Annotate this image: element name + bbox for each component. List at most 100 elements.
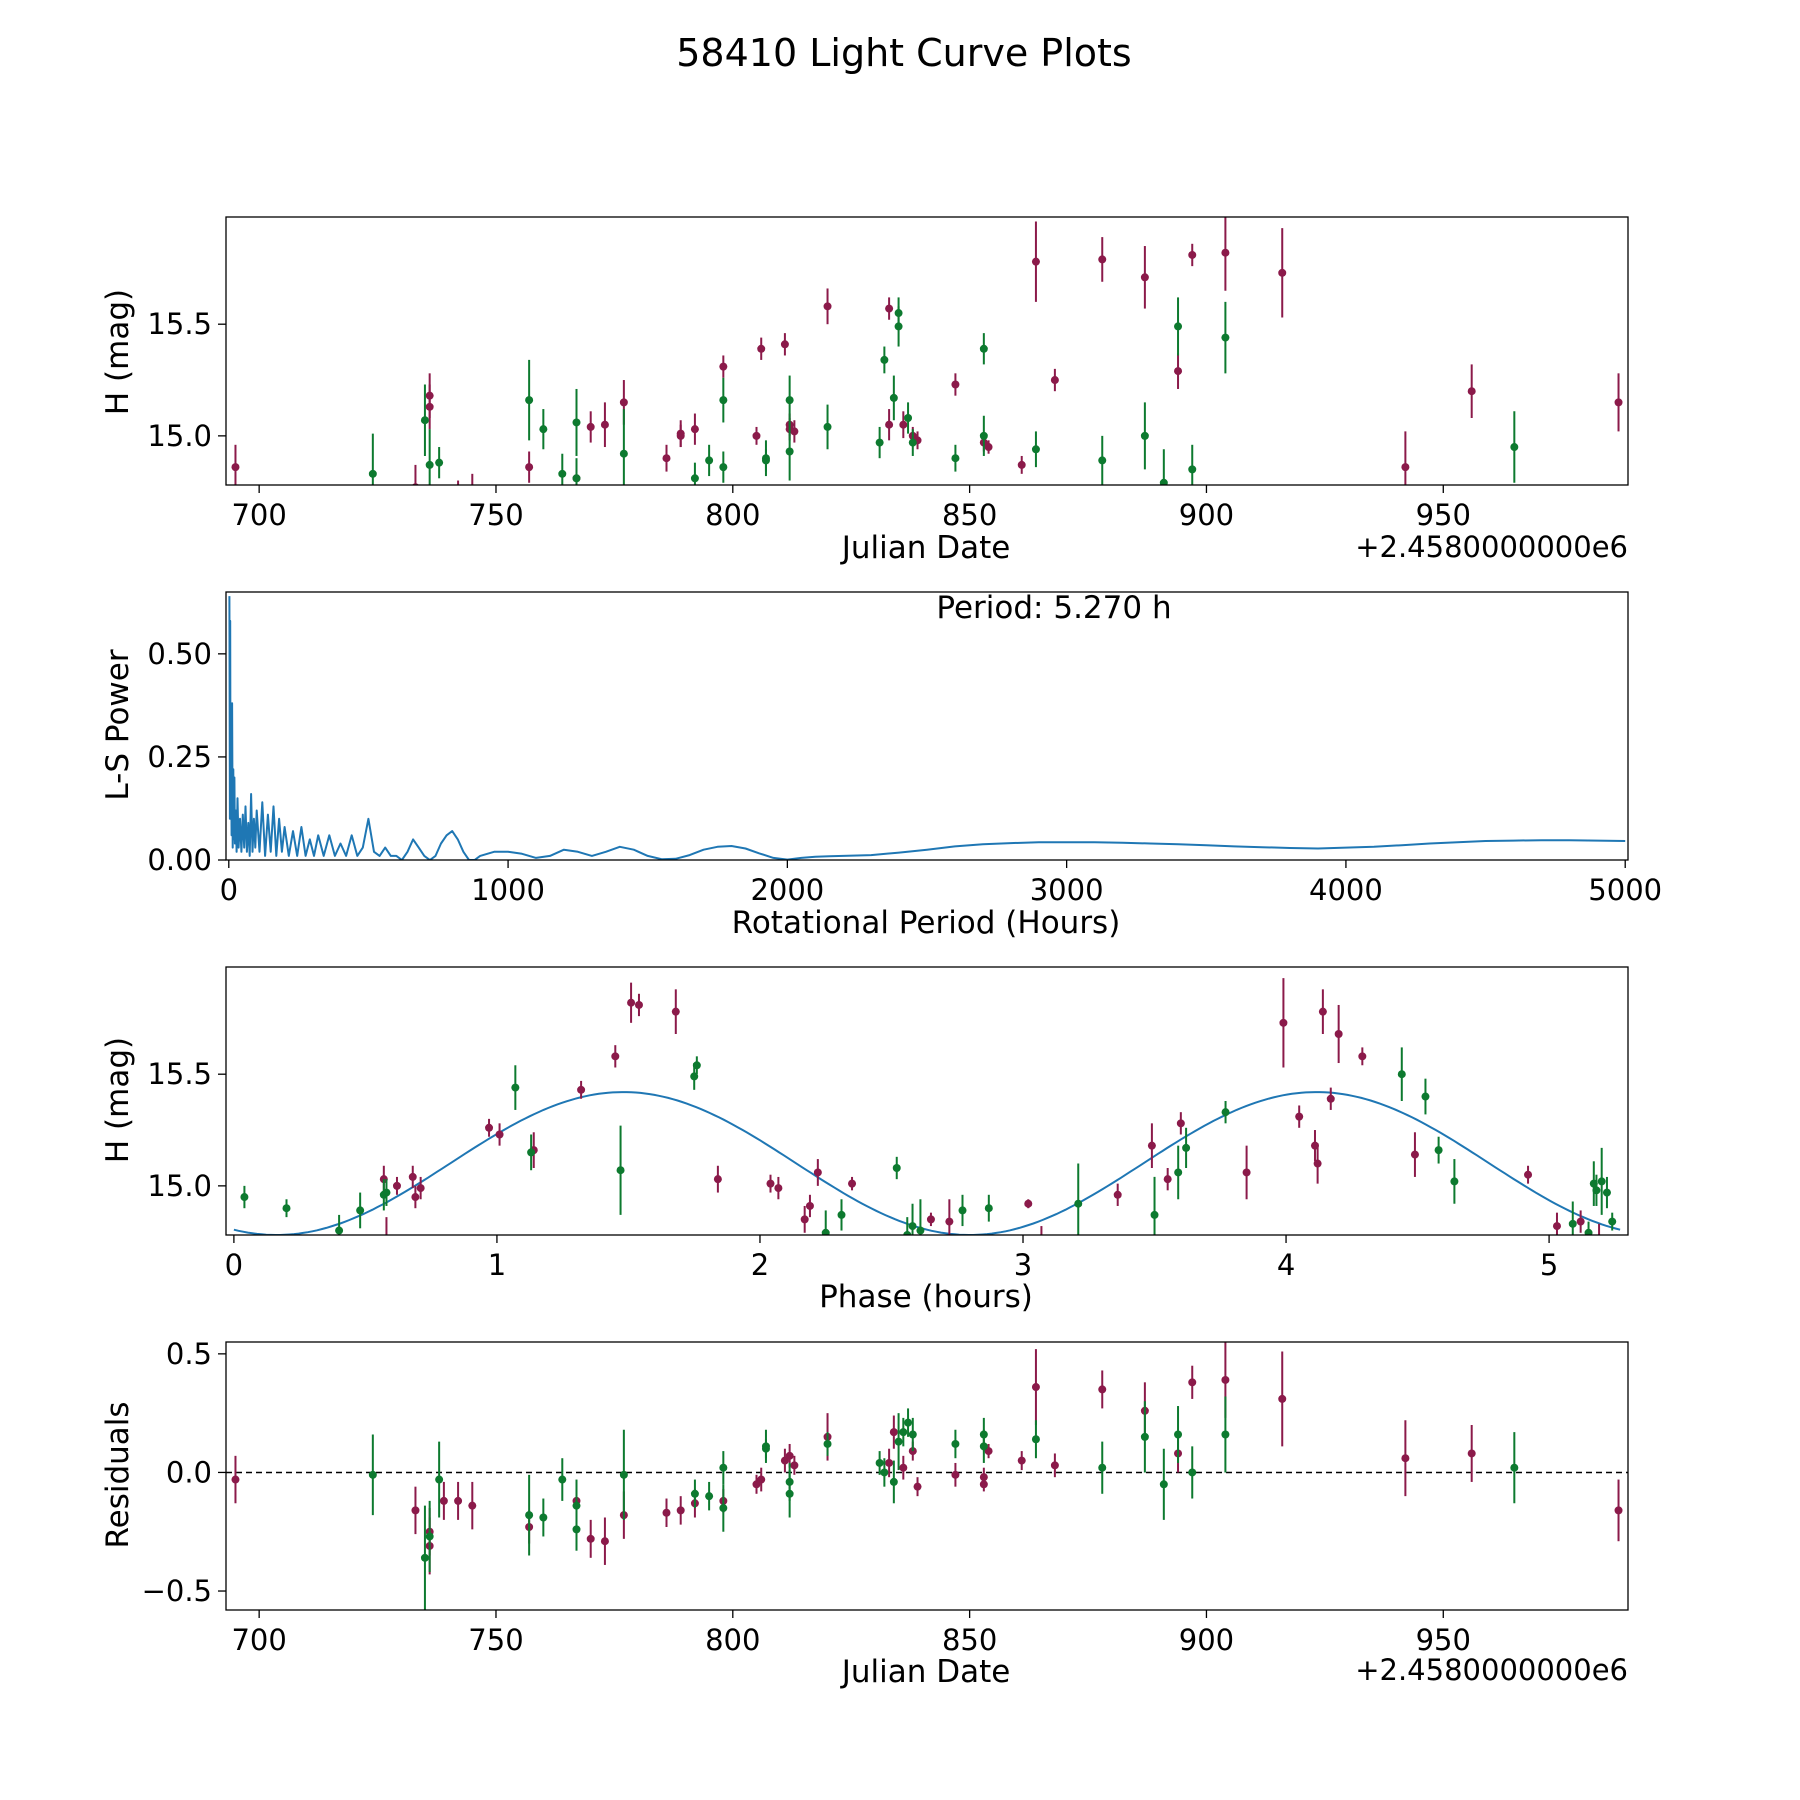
data-point (1174, 1168, 1183, 1177)
data-point (785, 1451, 794, 1460)
data-point (979, 1480, 988, 1489)
data-point (525, 1511, 534, 1520)
data-point (1576, 1217, 1585, 1226)
x-tick-label: 850 (942, 498, 997, 532)
data-point (627, 998, 636, 1007)
data-point (757, 1475, 766, 1484)
axes-frame (225, 591, 1629, 861)
data-point (572, 1525, 581, 1534)
x-offset-label: +2.4580000000e6 (1355, 530, 1628, 564)
data-point (823, 1439, 832, 1448)
data-point (875, 438, 884, 447)
data-point (1050, 1461, 1059, 1470)
data-point (1188, 1468, 1197, 1477)
data-point (1140, 273, 1149, 282)
data-point (1602, 1188, 1611, 1197)
x-axis-label: Julian Date (840, 530, 1011, 566)
x-tick-label: 5 (1540, 1248, 1558, 1282)
data-point (611, 1052, 620, 1061)
data-point (903, 1231, 912, 1235)
x-offset-label: +2.4580000000e6 (1355, 1653, 1628, 1687)
data-point (525, 463, 534, 472)
x-axis-label: Rotational Period (Hours) (732, 905, 1121, 941)
data-point (761, 456, 770, 465)
data-point (1174, 367, 1183, 376)
data-point (1017, 460, 1026, 469)
data-point (416, 1184, 425, 1193)
data-point (231, 463, 240, 472)
data-point (692, 1061, 701, 1070)
data-point (1524, 1170, 1533, 1179)
y-axis-label: Residuals (100, 1401, 136, 1548)
data-point (511, 1083, 520, 1092)
data-point (600, 420, 609, 429)
data-point (439, 1496, 448, 1505)
x-axis-label: Julian Date (840, 1654, 1011, 1690)
x-tick-label: 900 (1179, 498, 1234, 532)
data-point (1159, 1480, 1168, 1489)
data-point (586, 422, 595, 431)
data-point (485, 1123, 494, 1132)
data-point (805, 1201, 814, 1210)
data-point (899, 1463, 908, 1472)
data-point (572, 474, 581, 483)
data-point (539, 425, 548, 434)
data-point (766, 1179, 775, 1188)
data-point (1401, 1454, 1410, 1463)
data-point (889, 1477, 898, 1486)
y-tick-label: 15.0 (147, 419, 212, 453)
data-point (1584, 1228, 1593, 1235)
data-point (1098, 1463, 1107, 1472)
raw-light-curve-panel: Julian Date H (mag) +2.4580000000e6 700 7… (100, 216, 1629, 566)
data-point (1568, 1219, 1577, 1228)
data-point (719, 463, 728, 472)
y-tick-label: 0.00 (147, 843, 212, 877)
data-point (880, 1468, 889, 1477)
data-point (1597, 1177, 1606, 1186)
data-point (619, 449, 628, 458)
data-point (885, 1458, 894, 1467)
data-point (958, 1206, 967, 1215)
data-point (1221, 1108, 1230, 1117)
data-point (774, 1184, 783, 1193)
data-point (1174, 1430, 1183, 1439)
data-point (420, 416, 429, 425)
data-point (619, 1470, 628, 1479)
periodogram-line (228, 596, 1626, 860)
x-tick-label: 850 (942, 1623, 997, 1657)
data-point (823, 302, 832, 311)
data-point (984, 1204, 993, 1213)
data-point (392, 1181, 401, 1190)
x-tick-label: 2000 (750, 873, 824, 907)
data-point (916, 1226, 925, 1235)
data-point (1182, 1143, 1191, 1152)
data-point (676, 1506, 685, 1515)
data-point (785, 1489, 794, 1498)
data-point (1050, 376, 1059, 385)
data-point (558, 469, 567, 478)
data-point (713, 1175, 722, 1184)
x-tick-label: 700 (231, 1623, 286, 1657)
data-point (1334, 1030, 1343, 1038)
data-point (719, 362, 728, 371)
data-point (572, 418, 581, 427)
figure-title: 58410 Light Curve Plots (676, 31, 1131, 75)
y-axis-label: L-S Power (100, 649, 136, 800)
data-point (1031, 1383, 1040, 1392)
y-tick-label: 0.0 (166, 1455, 212, 1489)
x-tick-label: 3 (1014, 1248, 1032, 1282)
data-point (979, 1442, 988, 1451)
data-point (780, 340, 789, 349)
data-point (1163, 1175, 1172, 1184)
data-point (880, 355, 889, 364)
data-point (1279, 1018, 1288, 1027)
x-tick-label: 4000 (1309, 873, 1383, 907)
data-point (572, 1501, 581, 1510)
data-point (1159, 478, 1168, 485)
phase-folded-panel: Phase (hours) H (mag) 0 1 2 3 4 5 15.0 15.5 (100, 966, 1629, 1315)
data-point (908, 1222, 917, 1231)
y-tick-label: 15.5 (147, 307, 212, 341)
data-point (1467, 387, 1476, 396)
data-point (892, 1164, 901, 1172)
data-point (577, 1085, 586, 1094)
